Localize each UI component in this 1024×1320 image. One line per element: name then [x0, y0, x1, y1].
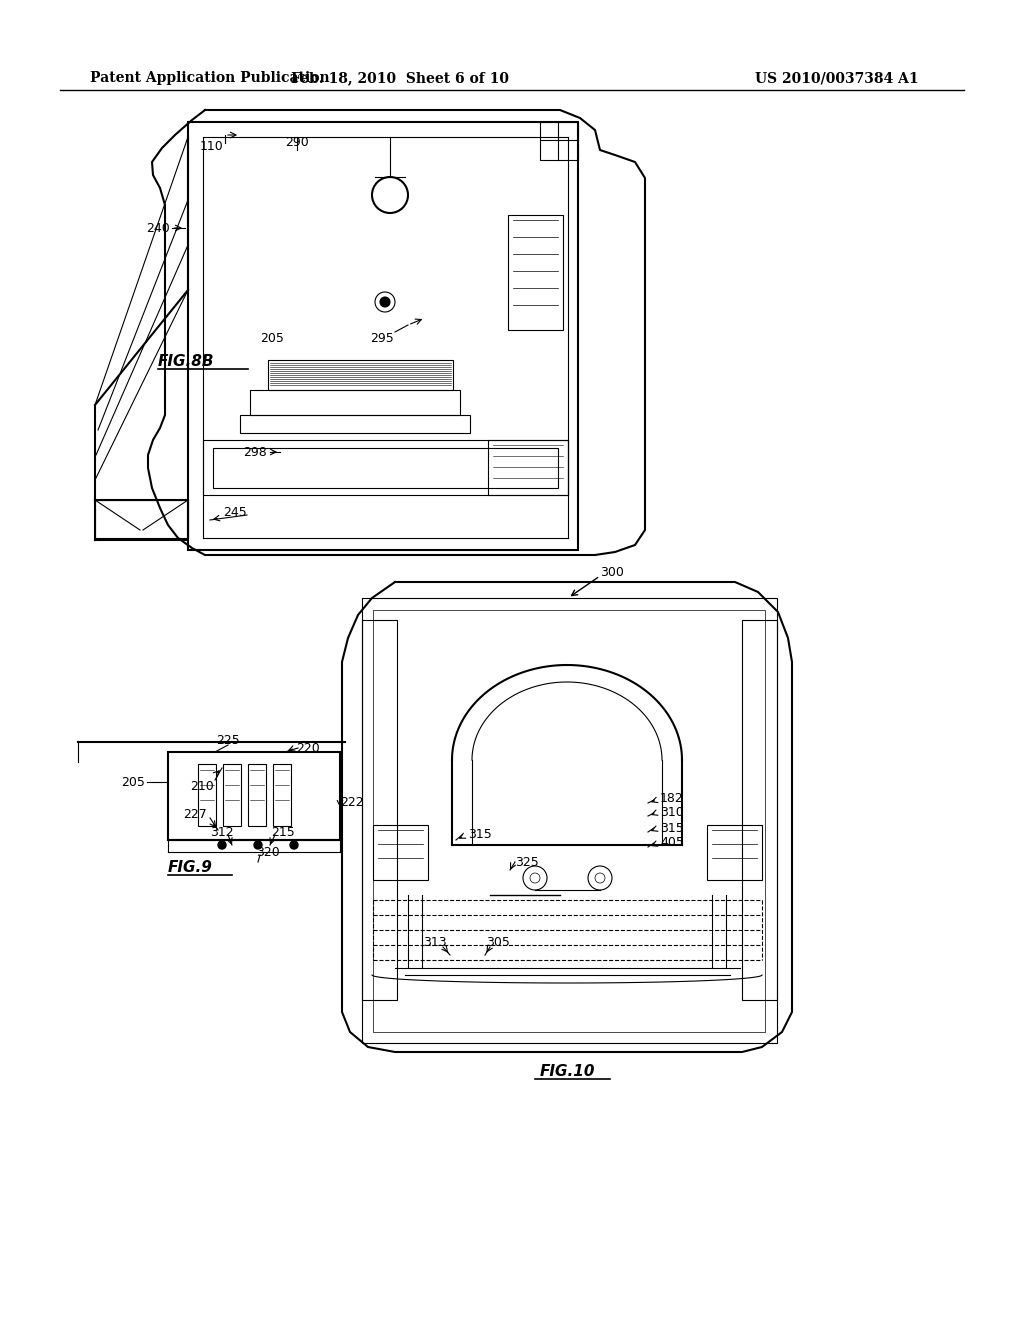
- Text: 312: 312: [210, 825, 233, 838]
- Circle shape: [254, 841, 262, 849]
- Text: 310: 310: [660, 805, 684, 818]
- Text: 320: 320: [256, 846, 280, 858]
- Bar: [168, 752, 340, 840]
- Text: 290: 290: [285, 136, 309, 149]
- Bar: [373, 825, 428, 880]
- Text: Patent Application Publication: Patent Application Publication: [90, 71, 330, 84]
- Bar: [742, 620, 777, 1001]
- Text: 305: 305: [486, 936, 510, 949]
- Text: FIG.9: FIG.9: [168, 861, 213, 875]
- Bar: [223, 764, 241, 826]
- Text: 300: 300: [600, 565, 624, 578]
- Text: US 2010/0037384 A1: US 2010/0037384 A1: [755, 71, 919, 84]
- Bar: [273, 764, 291, 826]
- Bar: [268, 360, 453, 389]
- Text: FIG.10: FIG.10: [540, 1064, 595, 1080]
- Bar: [188, 121, 578, 550]
- Text: 222: 222: [340, 796, 364, 808]
- Bar: [198, 764, 216, 826]
- Text: 315: 315: [660, 821, 684, 834]
- Text: 182: 182: [660, 792, 684, 804]
- Text: 205: 205: [260, 331, 284, 345]
- Bar: [240, 414, 470, 433]
- Text: 315: 315: [468, 829, 492, 842]
- Text: 225: 225: [216, 734, 240, 747]
- Text: 227: 227: [183, 808, 207, 821]
- Bar: [203, 440, 568, 495]
- Text: 325: 325: [515, 855, 539, 869]
- Bar: [362, 620, 397, 1001]
- Bar: [508, 215, 563, 330]
- Circle shape: [290, 841, 298, 849]
- Text: Feb. 18, 2010  Sheet 6 of 10: Feb. 18, 2010 Sheet 6 of 10: [291, 71, 509, 84]
- Text: 240: 240: [146, 222, 170, 235]
- Text: 215: 215: [271, 825, 295, 838]
- Text: 298: 298: [243, 446, 267, 458]
- Text: 110: 110: [200, 140, 224, 153]
- Text: 295: 295: [370, 331, 394, 345]
- Text: 205: 205: [121, 776, 145, 788]
- Text: 313: 313: [423, 936, 446, 949]
- Text: FIG.8B: FIG.8B: [158, 355, 214, 370]
- Text: 210: 210: [190, 780, 214, 792]
- Text: 220: 220: [296, 742, 319, 755]
- Circle shape: [218, 841, 226, 849]
- Bar: [213, 447, 558, 488]
- Bar: [373, 610, 765, 1032]
- Bar: [248, 764, 266, 826]
- Text: 245: 245: [223, 506, 247, 519]
- Circle shape: [380, 297, 390, 308]
- Bar: [540, 121, 578, 160]
- Bar: [362, 598, 777, 1043]
- Bar: [488, 440, 568, 495]
- Bar: [95, 500, 188, 539]
- Bar: [707, 825, 762, 880]
- Bar: [250, 389, 460, 414]
- Text: 405: 405: [660, 837, 684, 850]
